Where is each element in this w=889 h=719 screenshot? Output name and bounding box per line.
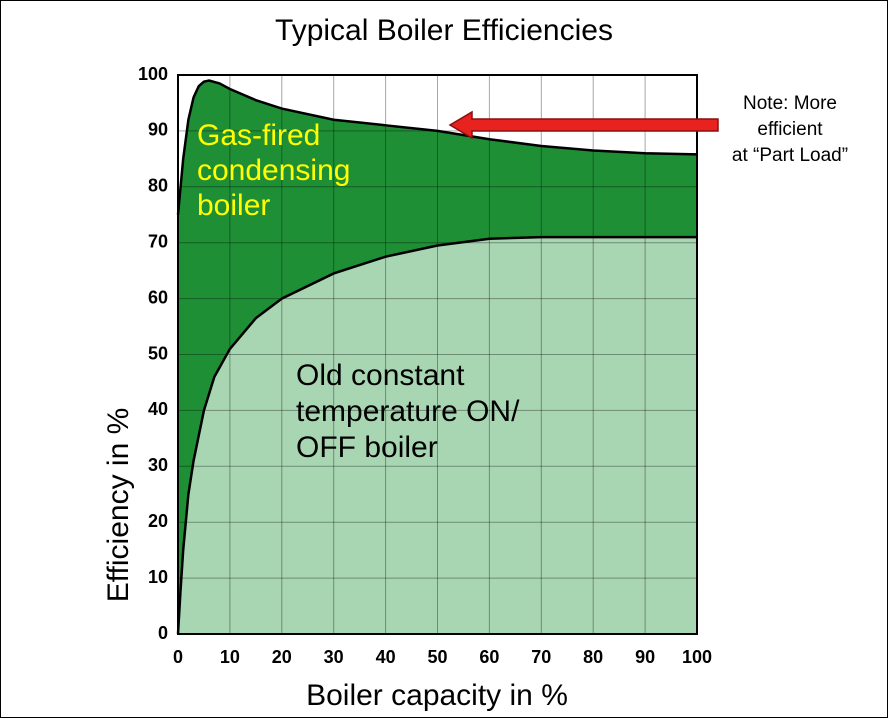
y-tick-label: 20 (148, 511, 168, 531)
x-tick-label: 40 (376, 647, 396, 667)
annotation: boiler (197, 189, 270, 222)
annotation: at “Part Load” (732, 145, 848, 166)
x-tick-label: 0 (173, 647, 183, 667)
line (176, 235, 697, 635)
y-tick-label: 100 (138, 64, 168, 84)
x-tick-label: 30 (324, 647, 344, 667)
arrow (448, 110, 719, 140)
y-tick-label: 30 (148, 455, 168, 475)
annotation: Gas-fired (197, 119, 320, 152)
x-tick-label: 50 (427, 647, 447, 667)
y-tick-label: 10 (148, 567, 168, 587)
x-tick-label: 90 (635, 647, 655, 667)
x-tick-label: 60 (479, 647, 499, 667)
y-tick-label: 60 (148, 287, 168, 307)
x-tick-label: 80 (583, 647, 603, 667)
area (178, 237, 697, 635)
y-tick-label: 50 (148, 343, 168, 363)
plot-border (177, 74, 698, 635)
line (176, 79, 698, 215)
y-tick-label: 70 (148, 231, 168, 251)
annotation: condensing (197, 154, 350, 187)
x-tick-label: 100 (682, 647, 712, 667)
chart-title: Typical Boiler Efficiencies (275, 14, 613, 47)
y-tick-label: 90 (148, 120, 168, 140)
y-axis-label: Efficiency in % (102, 408, 135, 603)
y-tick-label: 80 (148, 176, 168, 196)
x-tick-label: 10 (220, 647, 240, 667)
y-tick-label: 40 (148, 399, 168, 419)
x-tick-label: 20 (272, 647, 292, 667)
annotation: Note: More (743, 93, 837, 114)
annotation: temperature ON/ (296, 395, 520, 428)
annotation: OFF boiler (296, 431, 438, 464)
x-axis-label: Boiler capacity in % (306, 679, 568, 712)
annotation: efficient (757, 119, 823, 140)
x-tick-label: 70 (531, 647, 551, 667)
y-tick-label: 0 (158, 623, 168, 643)
annotation: Old constant (296, 359, 465, 392)
